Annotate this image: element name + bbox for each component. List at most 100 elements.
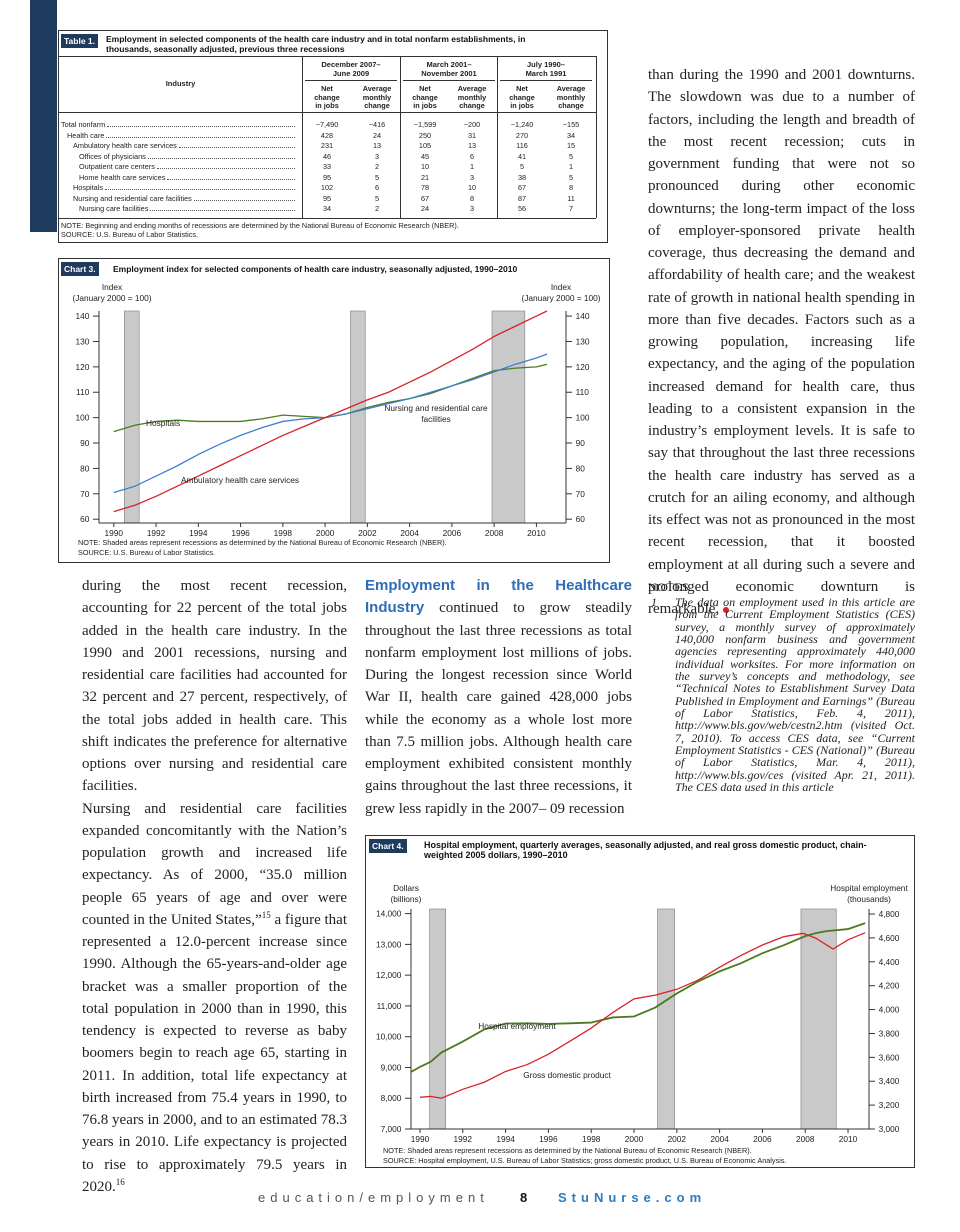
y-tick-label: 70 <box>576 489 586 499</box>
row-stub: Offices of physicians <box>79 152 297 162</box>
row-stub: Nursing care facilities <box>79 204 297 214</box>
cell: −1,240 <box>510 120 534 129</box>
y-tick-label: 100 <box>76 413 90 423</box>
cell: 31 <box>467 130 477 140</box>
y-tick-label: 90 <box>80 438 90 448</box>
y-tick-label: 90 <box>576 438 586 448</box>
x-tick-label: 1994 <box>189 528 208 538</box>
row-stub: Total nonfarm <box>61 120 297 130</box>
chart-note: NOTE: Shaded areas represent recessions … <box>383 1146 752 1155</box>
column-header: change <box>314 92 340 102</box>
cell: −7,490 <box>315 120 339 129</box>
middle-column: Employment in the Healthcare Industry co… <box>365 575 632 820</box>
y-tick-label: 4,600 <box>879 933 900 943</box>
y-tick-label: 13,000 <box>376 939 402 949</box>
cell: 116 <box>516 141 528 150</box>
table-source: SOURCE: U.S. Bureau of Labor Statistics. <box>61 230 199 239</box>
column-header: Average <box>556 84 586 93</box>
cell: 10 <box>420 162 430 171</box>
period-header: November 2001 <box>421 69 477 78</box>
series-line <box>113 353 548 494</box>
row-label: Nursing care facilities <box>79 204 149 213</box>
y-tick-label: 60 <box>80 514 90 524</box>
column-header: in jobs <box>413 101 437 110</box>
y-tick-label: 3,800 <box>879 1028 900 1038</box>
rule <box>302 56 303 218</box>
y-tick-label: 4,400 <box>879 957 900 967</box>
column-header: monthly <box>362 92 392 102</box>
table-1: Table 1. Employment in selected componen… <box>58 30 608 243</box>
x-tick-label: 2006 <box>443 528 462 538</box>
y-tick-label: 4,000 <box>879 1005 900 1015</box>
recession-band <box>491 310 526 524</box>
y-tick-label: 70 <box>80 489 90 499</box>
x-tick-label: 2008 <box>796 1134 815 1144</box>
body-text: Employment in the Healthcare Industry co… <box>365 575 632 820</box>
cell: 5 <box>568 172 574 182</box>
note-number: 1 <box>651 595 657 609</box>
period-header: December 2007– <box>321 60 381 69</box>
row-stub: Health care <box>67 131 297 141</box>
cell: 95 <box>322 172 332 182</box>
y-tick-label: 11,000 <box>377 1001 402 1011</box>
recession-band <box>800 908 837 1130</box>
cell: 5 <box>519 162 525 171</box>
chart-source: SOURCE: Hospital employment, U.S. Bureau… <box>383 1156 787 1165</box>
y-tick-label: 130 <box>576 336 590 346</box>
chart-source: SOURCE: U.S. Bureau of Labor Statistics. <box>78 548 216 557</box>
row-stub: Ambulatory health care services <box>73 141 297 151</box>
column-header: in jobs <box>510 101 534 110</box>
y-tick-label: 60 <box>576 514 586 524</box>
y-axis-title: (billions) <box>391 894 422 904</box>
column-header: change <box>509 92 535 102</box>
chart-4-plot: 7,000 8,000 9,000 10,000 11,000 12,000 13,000 1… <box>376 883 908 1144</box>
y-tick-label: 110 <box>576 387 590 397</box>
y-axis-title: (January 2000 = 100) <box>72 293 151 303</box>
footnote-ref: 15 <box>261 909 271 920</box>
cell: 78 <box>420 183 430 192</box>
x-tick-label: 1998 <box>274 528 293 538</box>
cell: 33 <box>322 162 332 171</box>
column-header: change <box>558 101 584 110</box>
column-header: change <box>459 101 485 110</box>
cell: 56 <box>517 204 527 213</box>
y-axis-title: Dollars <box>393 883 419 893</box>
notes-heading: NOTES <box>648 580 690 594</box>
cell: 7 <box>568 204 574 213</box>
cell: −1,599 <box>413 120 437 129</box>
cell: 8 <box>469 193 475 203</box>
body-text: Nursing and residential care facilities … <box>82 798 347 1199</box>
x-tick-label: 2000 <box>625 1134 644 1144</box>
row-label: Ambulatory health care services <box>73 141 177 150</box>
x-tick-label: 2006 <box>753 1134 772 1144</box>
recession-band <box>350 310 366 524</box>
y-tick-label: 80 <box>80 463 90 473</box>
rule <box>596 56 597 218</box>
body-text: during the most recent recession, accoun… <box>82 578 347 795</box>
body-text: than during the 1990 and 2001 downturns.… <box>648 67 915 617</box>
series-line <box>410 922 866 1073</box>
cell: 67 <box>517 183 527 192</box>
cell: 5 <box>374 193 380 203</box>
end-mark <box>723 606 730 613</box>
cell: 34 <box>566 130 576 140</box>
chart-note: NOTE: Shaded areas represent recessions … <box>78 538 447 547</box>
cell: 41 <box>517 151 527 161</box>
footer-section: education/employment <box>258 1190 489 1205</box>
rule <box>497 56 498 218</box>
leader <box>150 204 295 211</box>
cell: 1 <box>568 162 574 171</box>
cell: 67 <box>420 193 430 203</box>
x-tick-label: 1998 <box>582 1134 601 1144</box>
chart-title: Employment index for selected components… <box>113 264 518 274</box>
cell: 8 <box>568 183 574 192</box>
series-line <box>113 310 548 513</box>
cell: 13 <box>372 141 382 150</box>
cell: 6 <box>374 183 380 192</box>
series-label: Hospitals <box>146 418 180 428</box>
y-tick-label: 14,000 <box>376 909 402 919</box>
cell: 2 <box>374 162 380 171</box>
row-label: Hospitals <box>73 183 104 192</box>
row-label: Home health care services <box>79 172 166 182</box>
y-tick-label: 120 <box>576 362 590 372</box>
